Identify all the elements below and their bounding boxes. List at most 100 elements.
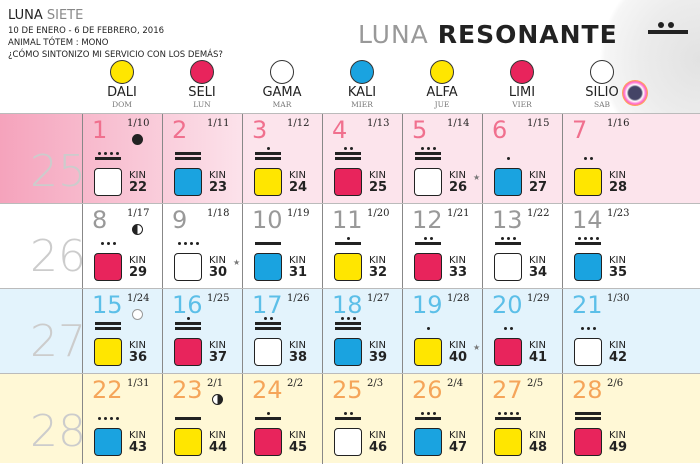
week-row: 27 15 1/24 KIN 36 16 1/25 KIN 37 17 1/26 K… [0, 288, 700, 374]
kin-number: 25 [369, 180, 388, 195]
day-cell[interactable]: 3 1/12 KIN 24 [242, 114, 322, 204]
tone-icon [92, 242, 124, 245]
day-number: 9 [172, 206, 188, 234]
day-cell[interactable]: 6 1/15 KIN 27 [482, 114, 562, 204]
day-cell[interactable]: 2 1/11 KIN 23 [162, 114, 242, 204]
weekday-alfa: ALFA JUE [402, 60, 482, 109]
day-cell[interactable]: 5 1/14 KIN 26 ★ [402, 114, 482, 204]
day-cell[interactable]: 28 2/6 KIN 49 [562, 374, 642, 464]
tone-icon [252, 242, 284, 245]
day-cell[interactable]: 10 1/19 KIN 31 [242, 204, 322, 289]
day-cell[interactable]: 14 1/23 KIN 35 [562, 204, 642, 289]
day-number: 28 [572, 376, 603, 404]
weekday-day: SAB [593, 100, 611, 109]
day-cell[interactable]: 18 1/27 KIN 39 [322, 289, 402, 374]
day-cell[interactable]: 1 1/10 KIN 22 [82, 114, 162, 204]
day-cell[interactable]: 26 2/4 KIN 47 [402, 374, 482, 464]
weekday-name: SELI [188, 85, 216, 100]
tone-icon [412, 237, 444, 245]
day-number: 15 [92, 291, 123, 319]
tone-icon [332, 412, 364, 420]
day-number: 1 [92, 116, 108, 144]
seal-icon [574, 168, 602, 196]
tone-icon [492, 412, 524, 420]
day-number: 24 [252, 376, 283, 404]
day-cell[interactable]: 13 1/22 KIN 34 [482, 204, 562, 289]
tone-icon [92, 152, 124, 160]
week-number: 25 [30, 146, 86, 197]
kin-number: 37 [209, 350, 228, 365]
day-number: 2 [172, 116, 188, 144]
weekday-seli: SELI LUN [162, 60, 242, 109]
day-cell[interactable]: 24 2/2 KIN 45 [242, 374, 322, 464]
moon-phase-first-quarter-icon [132, 224, 143, 235]
kin-number: 36 [129, 350, 148, 365]
kin-label: KIN 48 [529, 430, 548, 455]
day-cell[interactable]: 22 1/31 KIN 43 [82, 374, 162, 464]
day-cell[interactable]: 9 1/18 KIN 30 ★ [162, 204, 242, 289]
kin-label: KIN 49 [609, 430, 628, 455]
kin-label: KIN 35 [609, 255, 628, 280]
day-number: 20 [492, 291, 523, 319]
day-cell[interactable]: 7 1/16 KIN 28 [562, 114, 642, 204]
day-number: 14 [572, 206, 603, 234]
seal-icon [494, 253, 522, 281]
kin-label: KIN 28 [609, 170, 628, 195]
day-cell[interactable]: 4 1/13 KIN 25 [322, 114, 402, 204]
day-number: 7 [572, 116, 588, 144]
day-number: 22 [92, 376, 123, 404]
seal-icon [254, 168, 282, 196]
kin-label: KIN 42 [609, 340, 628, 365]
gregorian-date: 1/26 [287, 293, 310, 304]
kin-number: 47 [449, 440, 468, 455]
day-number: 4 [332, 116, 348, 144]
gregorian-date: 2/2 [287, 378, 304, 389]
tone-icon [92, 322, 124, 330]
week-number: 28 [30, 406, 86, 457]
tone-icon [572, 327, 604, 330]
kin-label: KIN 31 [289, 255, 308, 280]
kin-label: KIN 36 [129, 340, 148, 365]
kin-label: KIN 23 [209, 170, 228, 195]
day-cell[interactable]: 27 2/5 KIN 48 [482, 374, 562, 464]
gregorian-date: 1/10 [127, 118, 150, 129]
day-cell[interactable]: 17 1/26 KIN 38 [242, 289, 322, 374]
day-cell[interactable]: 15 1/24 KIN 36 [82, 289, 162, 374]
seal-icon [94, 253, 122, 281]
day-number: 18 [332, 291, 363, 319]
gregorian-date: 1/19 [287, 208, 310, 219]
day-cell[interactable]: 25 2/3 KIN 46 [322, 374, 402, 464]
gregorian-date: 1/17 [127, 208, 150, 219]
weekday-day: LUN [193, 100, 211, 109]
gregorian-date: 1/24 [127, 293, 150, 304]
kin-label: KIN 39 [369, 340, 388, 365]
day-cell[interactable]: 16 1/25 KIN 37 [162, 289, 242, 374]
kin-number: 41 [529, 350, 548, 365]
kin-number: 28 [609, 180, 628, 195]
earth-icon [622, 80, 648, 106]
seal-icon [94, 168, 122, 196]
seal-icon [334, 168, 362, 196]
tone-icon [252, 412, 284, 420]
gregorian-date: 1/22 [527, 208, 550, 219]
seal-icon [574, 338, 602, 366]
moon-phase-last-quarter-icon [212, 394, 223, 405]
day-number: 10 [252, 206, 283, 234]
day-cell[interactable]: 12 1/21 KIN 33 [402, 204, 482, 289]
star-icon: ★ [473, 343, 481, 352]
day-cell[interactable]: 21 1/30 KIN 42 [562, 289, 642, 374]
day-cell[interactable]: 8 1/17 KIN 29 [82, 204, 162, 289]
kin-label: KIN 38 [289, 340, 308, 365]
day-cell[interactable]: 23 2/1 KIN 44 [162, 374, 242, 464]
moon-phase-full-icon [132, 309, 143, 320]
totem: ANIMAL TÓTEM : MONO [8, 38, 109, 48]
gregorian-date: 1/12 [287, 118, 310, 129]
tone-icon [332, 237, 364, 245]
day-cell[interactable]: 11 1/20 KIN 32 [322, 204, 402, 289]
week-number: 27 [30, 316, 86, 367]
day-cell[interactable]: 19 1/28 KIN 40 ★ [402, 289, 482, 374]
kin-number: 30 [209, 265, 228, 280]
week-row: 28 22 1/31 KIN 43 23 2/1 KIN 44 24 2/2 KIN… [0, 373, 700, 464]
day-cell[interactable]: 20 1/29 KIN 41 [482, 289, 562, 374]
weekday-day: MAR [272, 100, 292, 109]
